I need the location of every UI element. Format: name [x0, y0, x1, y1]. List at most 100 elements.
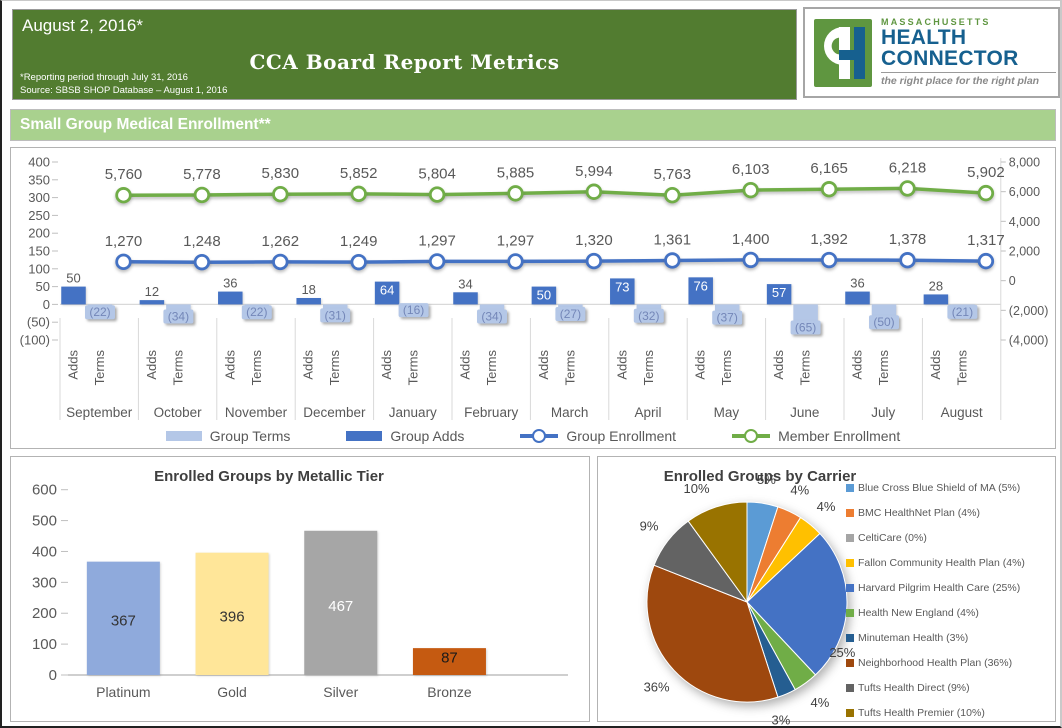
pie-slice-8: [646, 564, 779, 703]
group-adds-data-label: 36: [223, 276, 237, 291]
legend-label-group-adds: Group Adds: [390, 428, 465, 444]
right-axis-tick-label: (2,000): [1009, 304, 1049, 318]
logo-region-label: MASSACHUSETTS: [881, 17, 991, 27]
member-enrollment-marker: [977, 184, 995, 202]
month-label: August: [941, 405, 983, 420]
pie-percent-label: 9%: [640, 518, 659, 533]
y-axis-tick-label: 300: [32, 574, 57, 591]
member-enrollment-data-label: 5,885: [497, 164, 535, 181]
carrier-legend-item: Neighborhood Health Plan (36%): [846, 657, 1025, 669]
report-header: August 2, 2016* CCA Board Report Metrics…: [12, 9, 797, 100]
group-adds-bar: [218, 291, 243, 305]
group-enrollment-marker: [977, 252, 995, 270]
chip-text: (22): [89, 305, 110, 319]
member-enrollment-marker: [507, 185, 524, 202]
x-sub-label-adds: Adds: [458, 350, 473, 380]
x-sub-label-text: Terms: [562, 350, 577, 386]
x-sub-label-adds: Adds: [144, 350, 159, 380]
group-adds-data-label: 34: [458, 276, 472, 291]
member-enrollment-marker: [899, 180, 916, 197]
chip-bg: [712, 310, 743, 325]
x-sub-label-text: Terms: [798, 350, 813, 386]
month-label: July: [871, 405, 895, 420]
member-enrollment-data-label: 6,165: [810, 160, 848, 177]
tier-bar-platinum: [86, 561, 160, 675]
member-enrollment-marker: [115, 187, 132, 204]
enrollment-lines: [115, 180, 995, 271]
legend-item-member-enrollment: Member Enrollment: [732, 428, 900, 444]
chip-bg: [163, 309, 194, 324]
chip-text: (21): [952, 305, 973, 319]
group-adds-data-label: 73: [615, 279, 629, 294]
group-enrollment-marker: [899, 252, 916, 269]
y-axis-tick-label: 400: [32, 543, 57, 560]
left-axis-tick-label: 250: [28, 208, 50, 223]
group-enrollment-data-label: 1,400: [732, 231, 770, 248]
chip-bg: [85, 305, 115, 320]
carrier-legend-item: CeltiCare (0%): [846, 532, 1025, 544]
carrier-legend-label: Blue Cross Blue Shield of MA (5%): [858, 482, 1021, 494]
metallic-tier-bar-chart: 600 500 400 300 200 100 0 367 Platinum 396 Gold 467…: [32, 482, 568, 700]
pie-percent-label: 25%: [829, 645, 855, 660]
tier-bar-bronze: [412, 648, 486, 675]
section-header-small-group-medical-enrollment: Small Group Medical Enrollment**: [10, 109, 1056, 141]
health-connector-logo: MASSACHUSETTS HEALTH CONNECTOR the right…: [803, 7, 1060, 98]
group-enrollment-marker: [742, 251, 759, 269]
group-terms-data-label: (22): [241, 305, 272, 320]
enrollment-combo-chart: 400 350 300 250 200 150 100 50 0 (50) (100) 8,000 6,…: [20, 155, 1049, 420]
group-terms-labels: (22) (34) (22) (31) (16) (34) (27) (32) (37) (65)…: [85, 303, 978, 335]
member-enrollment-marker: [350, 185, 367, 203]
x-sub-label-text: Terms: [719, 350, 734, 386]
chip-text: (31): [325, 308, 346, 322]
chip-bg: [320, 308, 351, 323]
member-enrollment-marker: [428, 186, 446, 203]
member-enrollment-swatch: [732, 429, 771, 443]
group-terms-data-label: (22): [85, 305, 115, 320]
group-adds-data-label: 18: [301, 282, 315, 297]
x-sub-label-text: Terms: [954, 350, 969, 386]
left-axis-tick-label: 200: [28, 226, 50, 241]
x-sub-label-adds: Adds: [536, 350, 551, 380]
group-enrollment-data-label: 1,297: [418, 232, 456, 249]
pie-percent-label: 4%: [790, 482, 809, 497]
chip-bg: [477, 309, 507, 324]
x-sub-label-text: Adds: [379, 350, 394, 380]
carrier-legend-item: Minuteman Health (3%): [846, 632, 1025, 644]
legend-label-group-terms: Group Terms: [209, 428, 291, 444]
carrier-legend-item: BMC HealthNet Plan (4%): [846, 507, 1025, 519]
carrier-legend-label: Fallon Community Health Plan (4%): [858, 557, 1025, 569]
group-enrollment-line: [123, 258, 986, 264]
month-label: November: [225, 405, 288, 420]
right-axis-tick-label: 4,000: [1009, 215, 1040, 229]
member-enrollment-data-label: 5,763: [654, 166, 692, 183]
month-label: February: [464, 405, 518, 420]
carrier-pie-legend: Blue Cross Blue Shield of MA (5%) BMC Hea…: [846, 482, 1025, 719]
group-enrollment-marker: [115, 253, 132, 271]
group-enrollment-data-label: 1,248: [183, 233, 221, 250]
logo-name-line1: HEALTH: [881, 26, 967, 49]
x-sub-label-adds: Adds: [222, 350, 237, 380]
chip-text: (34): [168, 310, 189, 324]
group-adds-data-label: 36: [850, 276, 864, 291]
x-sub-label-text: Adds: [222, 350, 237, 380]
x-sub-label-text: Adds: [614, 350, 629, 380]
group-adds-data-label: 12: [145, 284, 159, 299]
chip-text: (65): [795, 321, 816, 335]
x-sub-label-text: Adds: [928, 350, 943, 380]
y-axis-tick-label: 500: [32, 513, 57, 530]
pie-percent-label: 5%: [757, 472, 776, 487]
group-adds-data-label: 50: [537, 288, 551, 303]
x-sub-label-adds: Adds: [379, 350, 394, 380]
right-axis-tick-label: 2,000: [1009, 245, 1040, 259]
carrier-chart-title: Enrolled Groups by Carrier: [663, 468, 857, 485]
y-axis-tick-label: 200: [32, 605, 57, 622]
x-sub-label-adds: Adds: [693, 350, 708, 380]
tier-category-label: Silver: [323, 684, 358, 700]
x-sub-label-text: Adds: [536, 350, 551, 380]
month-label: May: [714, 405, 740, 420]
tier-bar-data-label: 467: [328, 598, 353, 615]
x-sub-label-adds: Adds: [301, 350, 316, 380]
x-sub-label-text: Adds: [693, 350, 708, 380]
pie-slice-10: [687, 501, 748, 604]
x-sub-label-terms: Terms: [562, 350, 577, 386]
